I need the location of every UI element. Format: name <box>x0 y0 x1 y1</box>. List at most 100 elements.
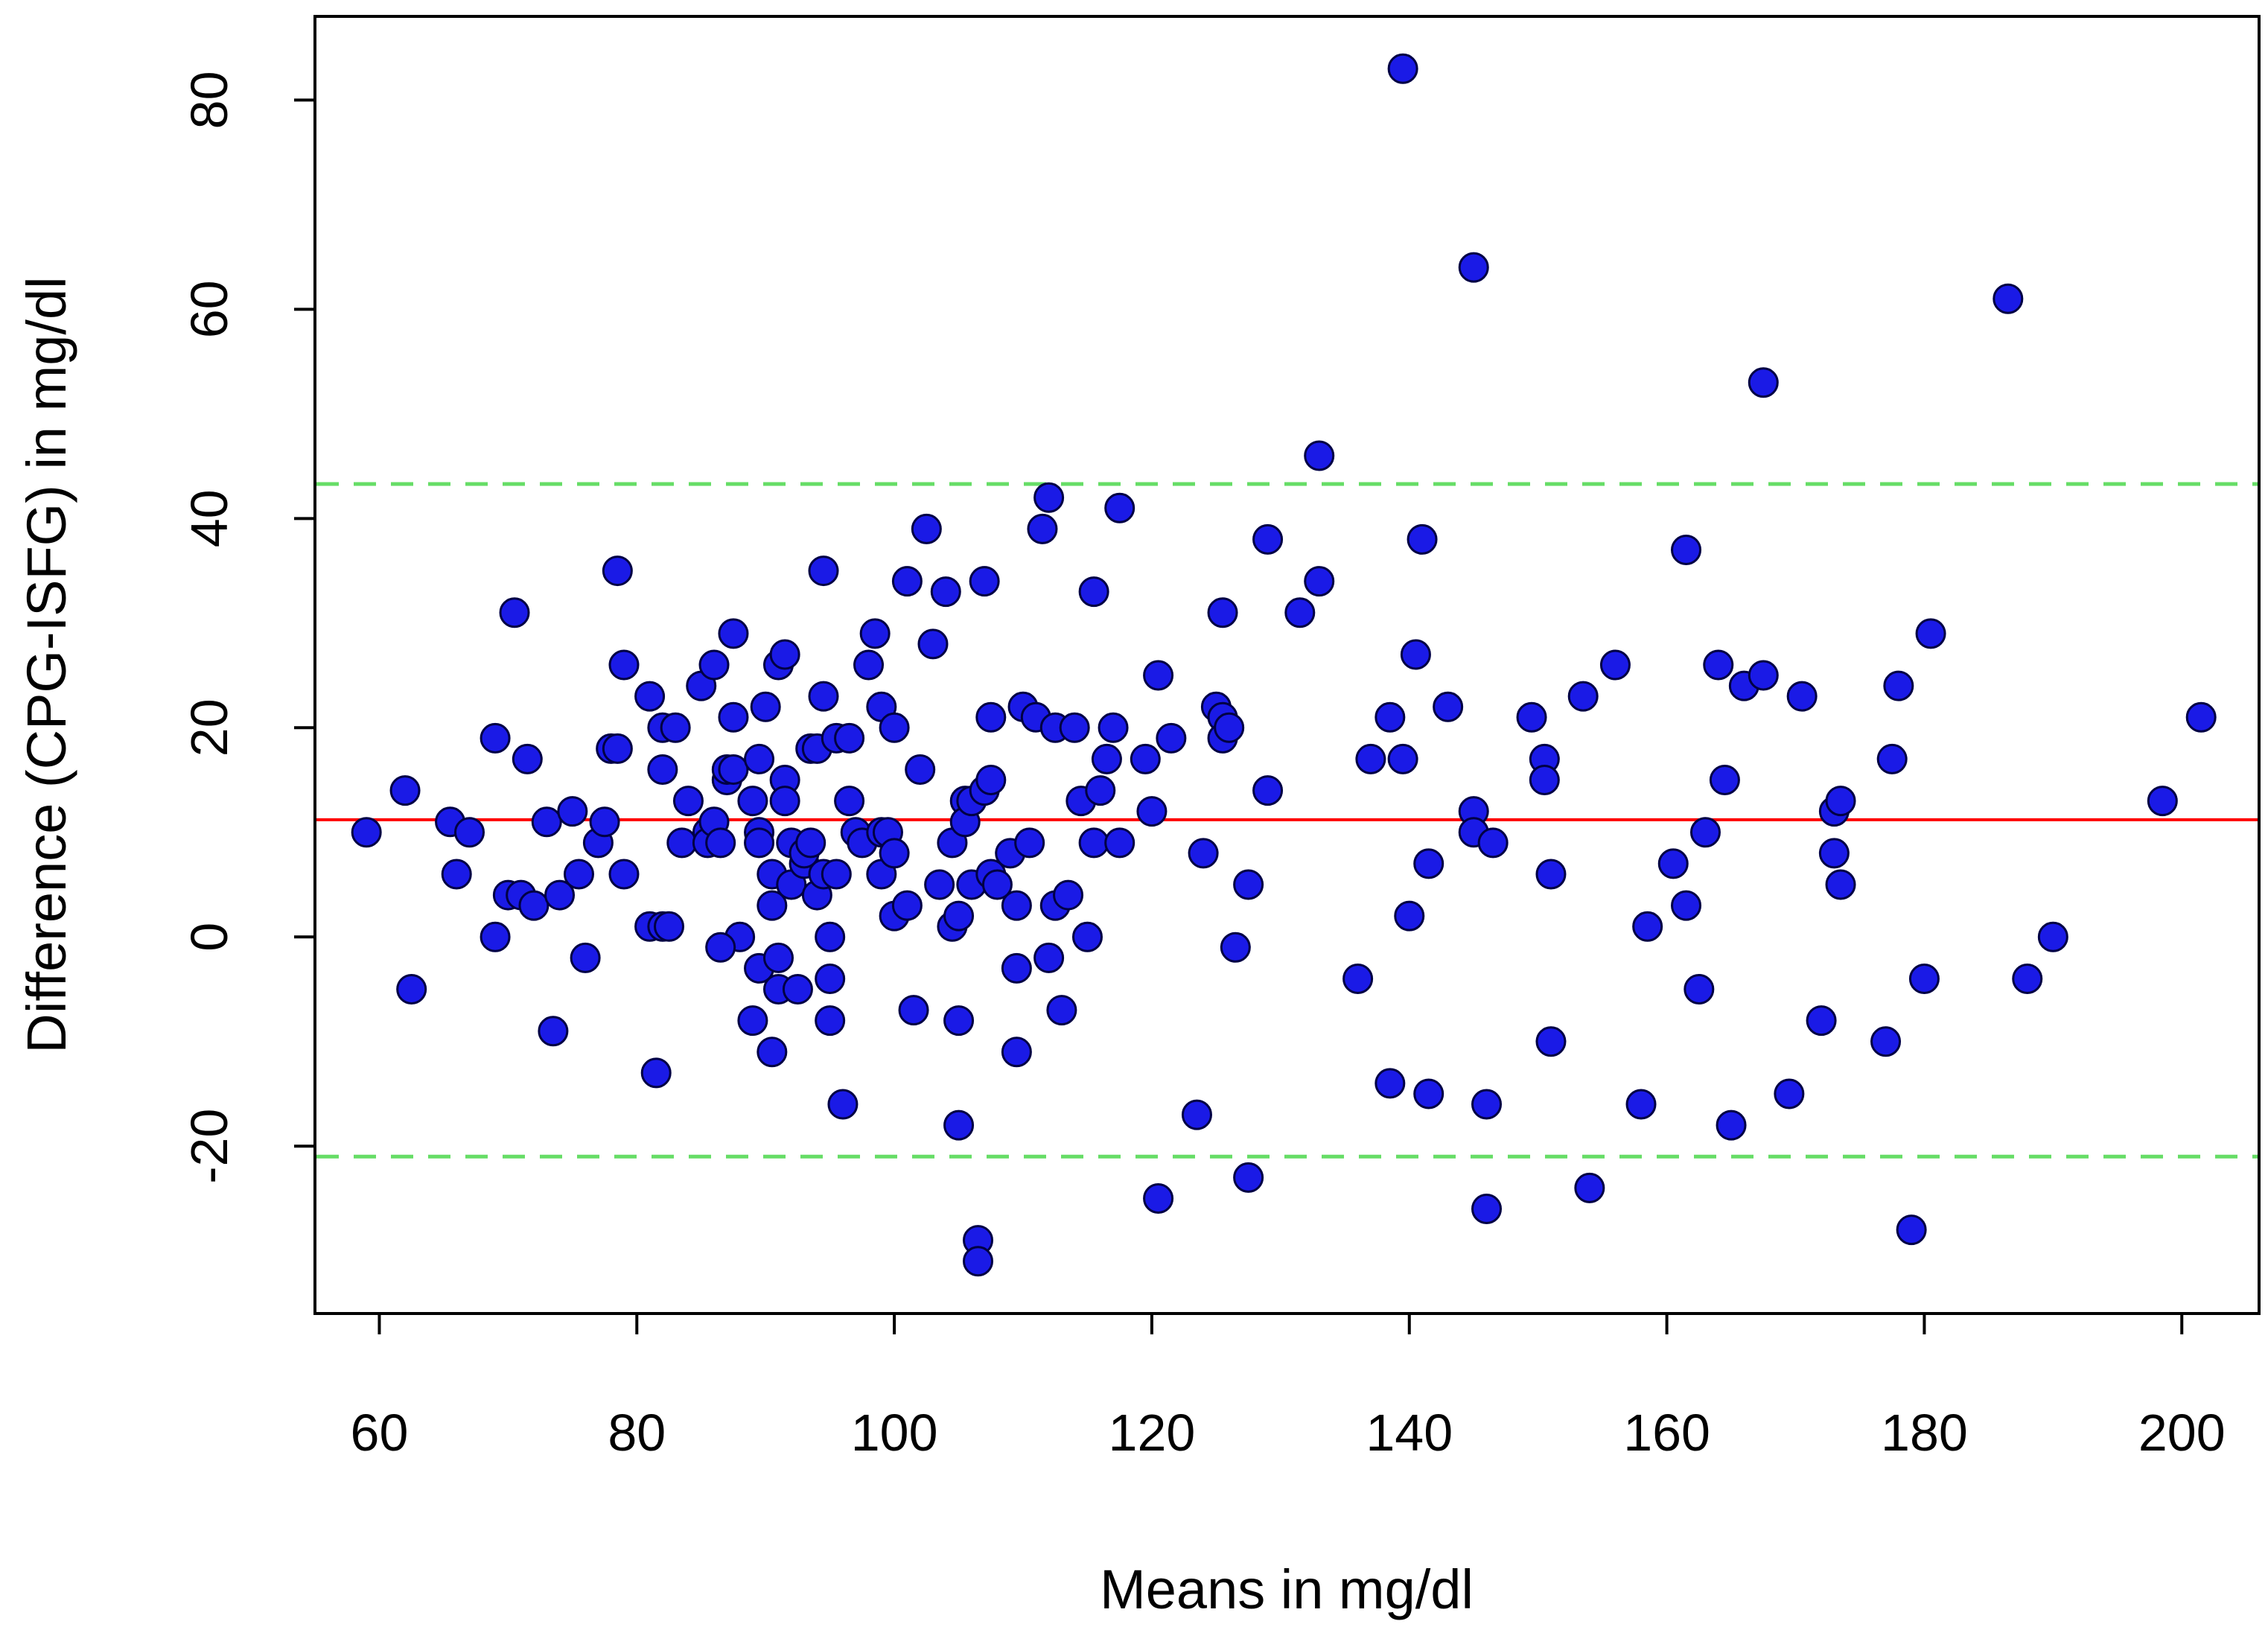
data-point <box>1078 576 1109 608</box>
data-point <box>911 513 942 544</box>
data-point <box>1671 534 1702 565</box>
data-point <box>1625 1089 1657 1120</box>
data-point <box>1748 660 1779 691</box>
data-point <box>744 827 775 859</box>
data-point <box>1703 649 1734 681</box>
data-point <box>1104 492 1135 523</box>
data-point <box>744 743 775 774</box>
data-point <box>1207 597 1238 628</box>
data-point <box>943 900 975 932</box>
data-point <box>1001 1037 1032 1068</box>
data-point <box>396 974 427 1004</box>
data-point <box>531 806 562 838</box>
data-point <box>351 817 382 848</box>
data-point <box>821 859 852 890</box>
data-point <box>1091 743 1122 774</box>
data-point <box>1394 900 1425 932</box>
data-point <box>1870 1026 1902 1057</box>
data-point <box>544 879 576 911</box>
data-point <box>1143 1182 1174 1214</box>
data-point <box>570 942 601 973</box>
data-point <box>1078 827 1109 859</box>
data-point <box>1458 252 1489 283</box>
y-tick-label: -20 <box>180 1109 238 1184</box>
data-point <box>1915 618 1946 649</box>
data-point <box>666 827 698 859</box>
data-point <box>2012 963 2043 994</box>
data-point <box>1071 921 1103 952</box>
data-point <box>1477 827 1509 859</box>
data-point <box>589 806 620 838</box>
data-point <box>1806 1005 1837 1037</box>
data-point <box>1599 649 1631 681</box>
data-point <box>756 1037 788 1068</box>
data-point <box>1053 879 1084 911</box>
data-point <box>1188 838 1219 869</box>
data-point <box>1433 691 1464 722</box>
data-point <box>1400 639 1431 670</box>
data-point <box>2185 701 2217 733</box>
data-point <box>1684 974 1715 1004</box>
data-point <box>1748 367 1779 398</box>
data-point <box>453 817 485 848</box>
data-point <box>737 1005 768 1037</box>
data-point <box>1375 701 1406 733</box>
data-point <box>1574 1172 1605 1203</box>
y-tick-label: 0 <box>180 923 238 952</box>
data-point <box>1786 681 1818 712</box>
data-point <box>1085 775 1116 806</box>
data-point <box>1535 859 1567 890</box>
data-point <box>924 869 955 900</box>
data-point <box>981 869 1013 900</box>
y-tick-label: 60 <box>180 280 238 338</box>
data-point <box>1529 765 1560 796</box>
data-point <box>737 786 768 817</box>
data-point <box>1342 963 1374 994</box>
data-point <box>815 963 846 994</box>
data-point <box>647 754 678 785</box>
data-point <box>1896 1214 1927 1246</box>
data-point <box>815 1005 846 1037</box>
x-tick-label: 80 <box>608 1404 666 1462</box>
data-point <box>1774 1078 1805 1109</box>
data-point <box>1908 963 1940 994</box>
data-point <box>1143 660 1174 691</box>
data-point <box>538 1016 569 1047</box>
data-point <box>1181 1099 1212 1130</box>
data-point <box>518 890 550 921</box>
data-point <box>480 921 511 952</box>
data-point <box>891 566 923 597</box>
reference-lines <box>316 482 2258 1159</box>
y-axis: -20 0 20 40 60 80 <box>180 71 316 1184</box>
data-point <box>1059 712 1090 743</box>
data-point <box>1220 932 1251 963</box>
data-point <box>1098 712 1129 743</box>
x-axis: 60 80 100 120 140 160 180 200 <box>351 1312 2226 1462</box>
data-point <box>1825 786 1856 817</box>
data-point <box>891 890 923 921</box>
data-point <box>834 722 865 754</box>
data-point <box>563 859 594 890</box>
data-point <box>1535 1026 1567 1057</box>
x-tick-label: 160 <box>1623 1404 1710 1462</box>
y-axis-title: Difference (CPG-ISFG) in mg/dl <box>16 276 77 1053</box>
data-point <box>853 649 885 681</box>
data-point <box>1001 890 1032 921</box>
data-point <box>1413 848 1444 879</box>
data-point <box>750 691 781 722</box>
data-point <box>2037 921 2068 952</box>
data-point <box>1233 1162 1264 1193</box>
data-point <box>943 1005 975 1037</box>
data-point <box>1033 942 1065 973</box>
y-tick-label: 40 <box>180 489 238 547</box>
data-point <box>815 921 846 952</box>
data-point <box>1883 670 1914 701</box>
data-point <box>705 932 736 963</box>
data-point <box>1014 827 1045 859</box>
data-point <box>1471 1089 1503 1120</box>
data-point <box>1375 1068 1406 1099</box>
data-point <box>1104 827 1135 859</box>
data-point <box>557 796 588 827</box>
data-point <box>879 712 910 743</box>
